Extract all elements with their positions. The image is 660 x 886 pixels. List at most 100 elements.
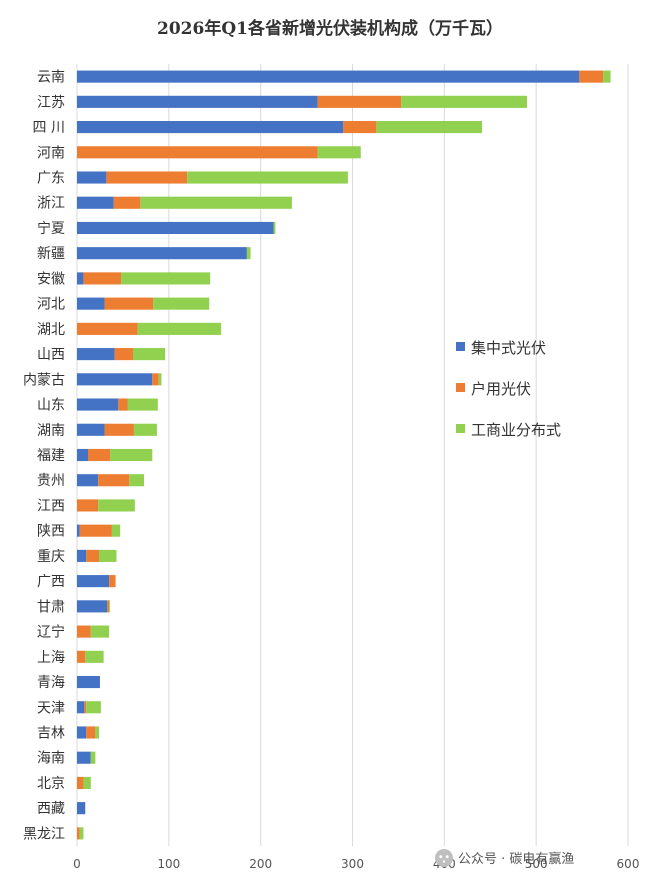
bar-segment-5-2 [140, 196, 292, 209]
legend-label-0: 集中式光伏 [471, 339, 546, 357]
bar-segment-9-0 [77, 297, 105, 310]
bar-segment-0-1 [579, 70, 604, 83]
bar-segment-17-1 [77, 499, 99, 512]
category-label: 新疆 [37, 246, 65, 262]
bar-segment-13-0 [77, 398, 119, 411]
bar-segment-9-1 [104, 297, 154, 310]
bar-segment-19-2 [99, 549, 117, 562]
category-label: 河北 [37, 297, 65, 313]
bar-segment-6-2 [273, 221, 276, 235]
category-label: 辽宁 [37, 624, 65, 641]
bar-segment-5-1 [113, 196, 141, 209]
bar-segment-18-0 [77, 524, 80, 537]
bar-segment-6-0 [77, 221, 274, 235]
category-label: 贵州 [37, 473, 65, 489]
bar-segment-7-0 [77, 247, 247, 260]
bar-segment-2-1 [343, 121, 377, 134]
category-label: 江苏 [37, 95, 65, 111]
bar-segment-26-0 [77, 726, 87, 739]
bar-segment-17-2 [98, 499, 135, 512]
category-label: 福建 [37, 448, 65, 464]
category-label: 宁夏 [37, 220, 65, 237]
category-label: 云南 [37, 70, 65, 86]
bar-segment-9-2 [153, 297, 210, 310]
bar-segment-30-1 [77, 827, 80, 840]
bar-segment-2-0 [77, 121, 344, 134]
category-label: 广东 [37, 171, 65, 187]
gridlines [76, 64, 629, 846]
x-tick-label: 200 [249, 857, 272, 871]
legend-label-2: 工商业分布式 [471, 421, 561, 439]
bar-segment-0-0 [77, 70, 580, 83]
bar-segment-12-1 [152, 373, 159, 386]
bar-segment-12-0 [77, 373, 153, 386]
category-label: 湖南 [37, 423, 65, 439]
bar-segment-25-2 [86, 701, 101, 714]
x-tick-label: 600 [617, 857, 640, 871]
bar-segment-16-1 [98, 474, 130, 487]
bar-segment-3-2 [317, 146, 361, 159]
bar-segment-13-1 [118, 398, 128, 411]
bar-segment-12-2 [158, 373, 162, 386]
bar-segment-10-2 [137, 322, 222, 335]
watermark-text: 公众号 · 碳电有赢渔 [458, 851, 574, 867]
bar-segment-1-1 [317, 95, 402, 108]
category-label: 上海 [37, 650, 65, 666]
category-label: 山东 [37, 398, 65, 414]
bar-segment-21-2 [109, 600, 111, 613]
bar-segment-23-2 [85, 650, 104, 663]
bar-segment-28-1 [77, 776, 84, 789]
category-label: 江西 [37, 498, 65, 514]
bar-segment-28-2 [83, 776, 91, 789]
bar-segment-8-2 [121, 272, 211, 285]
bar-segment-20-0 [77, 575, 110, 588]
bar-segment-16-2 [129, 474, 145, 487]
bar-segment-21-1 [107, 600, 110, 613]
bar-segment-11-2 [133, 348, 166, 361]
bar-segment-22-2 [90, 625, 110, 638]
category-label: 四 川 [33, 120, 65, 136]
bar-segment-20-1 [109, 575, 116, 588]
bar-segment-2-2 [376, 121, 482, 134]
bar-segment-15-2 [110, 448, 153, 462]
legend-label-1: 户用光伏 [471, 380, 531, 398]
bar-segment-25-1 [84, 701, 87, 714]
legend-swatch-1 [456, 383, 465, 392]
category-label: 山西 [37, 347, 65, 363]
category-label: 内蒙古 [23, 372, 65, 388]
watermark: 公众号 · 碳电有赢渔 [435, 849, 574, 867]
category-label: 黑龙江 [23, 826, 65, 842]
x-tick-label: 300 [341, 857, 364, 871]
bar-segment-16-0 [77, 474, 99, 487]
bar-segment-7-2 [246, 247, 251, 260]
bar-segment-22-1 [77, 625, 91, 638]
bar-segment-14-0 [77, 423, 105, 436]
category-label: 甘肃 [37, 599, 65, 615]
category-label: 陕西 [37, 524, 65, 540]
x-tick-label: 500 [525, 857, 548, 871]
bar-segment-5-0 [77, 196, 114, 209]
bar-segment-10-1 [77, 322, 138, 335]
bar-segment-23-1 [77, 650, 86, 663]
bar-segment-4-1 [106, 171, 188, 184]
bar-segment-18-1 [79, 524, 112, 537]
bar-segment-25-0 [77, 701, 85, 714]
bar-segment-14-1 [104, 423, 134, 436]
chart-title: 2026年Q1各省新增光伏装机构成（万千瓦） [157, 18, 503, 39]
bar-segment-24-0 [77, 675, 100, 689]
category-label: 青海 [37, 675, 65, 691]
bar-segment-4-0 [77, 171, 107, 184]
bar-segment-15-1 [88, 448, 111, 462]
x-tick-label: 100 [157, 857, 180, 871]
bar-segment-1-2 [401, 95, 527, 108]
bar-segment-13-2 [127, 398, 158, 411]
category-label: 广西 [37, 574, 65, 590]
bar-segment-8-0 [77, 272, 84, 285]
bar-segment-8-1 [83, 272, 122, 285]
x-tick-label: 0 [73, 857, 81, 871]
bar-segment-4-2 [187, 171, 348, 184]
bar-segment-21-0 [77, 600, 108, 613]
